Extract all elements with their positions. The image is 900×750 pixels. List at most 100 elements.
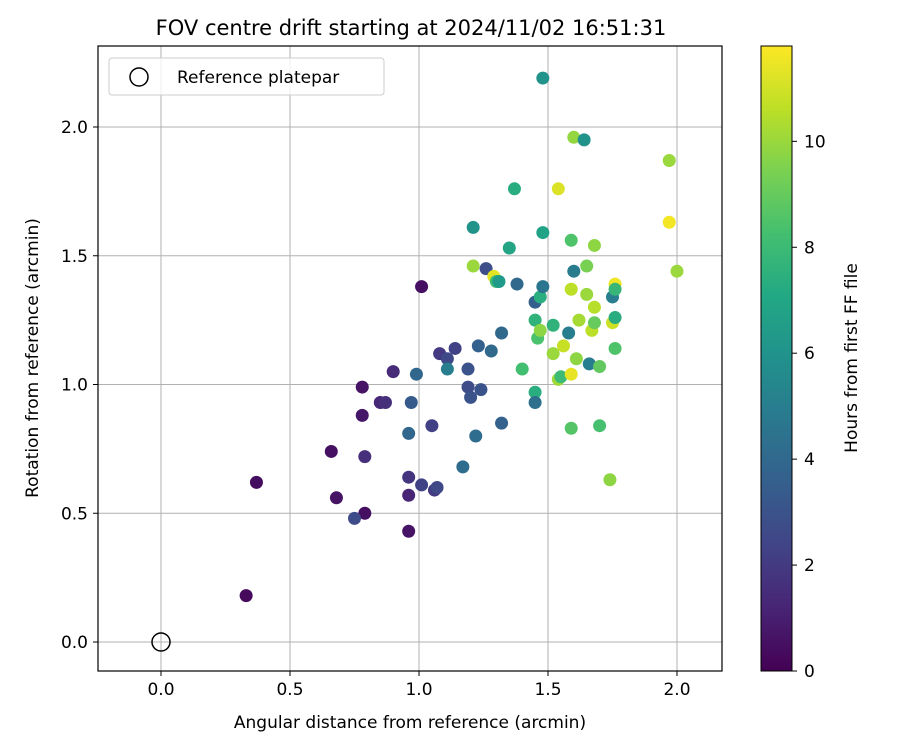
x-tick-label: 0.0	[147, 680, 174, 700]
colorbar-tick-label: 6	[804, 344, 815, 364]
data-point	[556, 339, 570, 353]
data-point	[402, 488, 416, 502]
x-tick-label: 1.5	[534, 680, 561, 700]
data-point	[456, 460, 470, 474]
data-point	[471, 339, 485, 353]
colorbar-tick-label: 4	[804, 450, 815, 470]
data-point	[469, 429, 483, 443]
colorbar-ticks: 0 2 4 6 8 10	[792, 132, 826, 682]
data-point	[430, 481, 444, 494]
data-point	[378, 396, 392, 410]
reference-platepar-marker	[151, 632, 171, 652]
y-tick-label: 2.0	[61, 118, 88, 138]
data-point	[466, 220, 480, 234]
y-axis-label: Rotation from reference (arcmin)	[23, 218, 43, 498]
data-point	[546, 347, 560, 361]
data-point	[572, 313, 586, 327]
chart-title: FOV centre drift starting at 2024/11/02 …	[156, 16, 667, 40]
data-point	[386, 365, 400, 379]
data-point	[484, 344, 498, 358]
data-point	[355, 408, 369, 422]
data-point	[474, 383, 488, 397]
data-point	[440, 352, 454, 366]
x-tick-label: 1.0	[405, 680, 432, 700]
data-point	[461, 362, 475, 376]
y-tick-label: 1.5	[61, 247, 88, 267]
data-point	[528, 385, 542, 399]
x-axis-ticks: 0.0 0.5 1.0 1.5 2.0	[147, 671, 691, 700]
data-point	[580, 287, 594, 301]
data-point	[562, 326, 576, 340]
colorbar-tick-label: 10	[804, 132, 826, 152]
y-tick-label: 0.0	[61, 633, 88, 653]
x-tick-label: 2.0	[663, 680, 690, 700]
legend-marker-icon	[129, 67, 149, 87]
data-point	[528, 396, 542, 410]
data-point	[582, 357, 596, 371]
data-point	[440, 362, 454, 376]
data-point	[515, 362, 529, 376]
colorbar	[760, 45, 793, 672]
data-point	[415, 280, 429, 294]
data-point	[567, 130, 581, 144]
data-point	[402, 524, 416, 538]
data-point	[425, 419, 439, 433]
legend-box	[108, 57, 385, 96]
x-tick-label: 0.5	[276, 680, 303, 700]
data-point	[404, 396, 418, 410]
data-point	[564, 282, 578, 296]
data-point	[495, 326, 509, 340]
data-point	[492, 275, 506, 288]
x-axis-label: Angular distance from reference (arcmin)	[234, 713, 586, 733]
data-point	[662, 215, 676, 229]
data-point	[461, 380, 475, 394]
plot-frame	[97, 45, 723, 672]
colorbar-label: Hours from first FF file	[842, 263, 862, 453]
data-point	[358, 450, 372, 464]
legend-label: Reference platepar	[177, 68, 339, 88]
data-point	[448, 341, 462, 355]
data-point	[546, 318, 560, 332]
grid-lines	[98, 46, 722, 671]
data-point	[608, 341, 622, 355]
data-point	[239, 589, 253, 603]
data-point	[593, 419, 607, 433]
data-point	[402, 470, 416, 484]
data-point	[587, 300, 601, 314]
data-point	[567, 264, 581, 278]
data-point	[603, 473, 617, 487]
data-point	[464, 390, 478, 404]
data-point	[329, 491, 343, 505]
data-point	[577, 133, 591, 147]
data-point	[402, 426, 416, 440]
y-tick-label: 1.0	[61, 376, 88, 396]
data-point	[587, 238, 601, 252]
data-point	[249, 475, 263, 489]
data-point	[536, 226, 550, 240]
y-tick-label: 0.5	[61, 504, 88, 524]
data-point	[348, 511, 361, 525]
data-point	[324, 444, 338, 458]
data-points	[239, 71, 684, 603]
data-point	[593, 359, 607, 373]
colorbar-tick-label: 2	[804, 556, 815, 576]
data-point	[564, 421, 578, 435]
data-point	[580, 259, 594, 273]
data-point	[569, 352, 583, 366]
colorbar-tick-label: 0	[804, 662, 815, 682]
data-point	[415, 478, 429, 492]
data-point	[358, 506, 372, 520]
data-point	[466, 259, 480, 273]
data-point	[662, 153, 676, 167]
data-point	[608, 282, 622, 296]
data-point	[587, 316, 601, 330]
data-point	[528, 313, 542, 327]
data-point	[502, 241, 516, 255]
data-point	[536, 280, 550, 294]
data-point	[564, 367, 578, 381]
colorbar-tick-label: 8	[804, 238, 815, 258]
data-point	[536, 71, 550, 85]
data-point	[564, 233, 578, 247]
